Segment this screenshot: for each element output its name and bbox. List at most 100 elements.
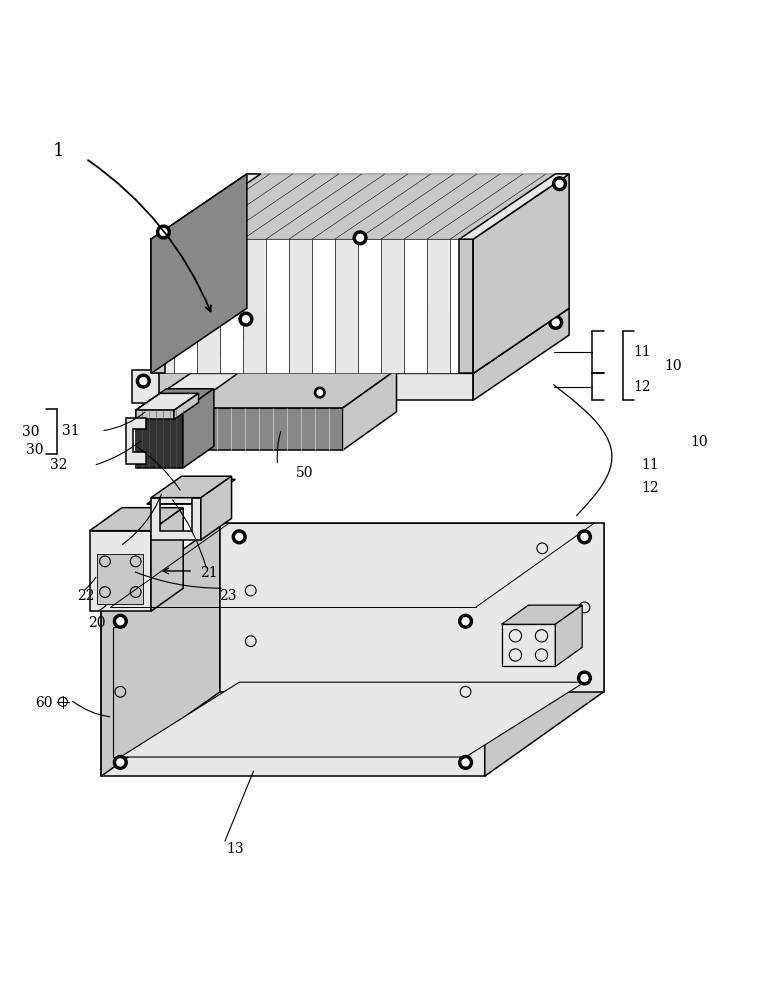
Polygon shape — [151, 174, 247, 373]
Text: 11: 11 — [641, 458, 658, 472]
Polygon shape — [136, 410, 183, 468]
Circle shape — [462, 618, 469, 625]
Polygon shape — [174, 239, 197, 373]
Text: 33: 33 — [112, 558, 129, 572]
Circle shape — [314, 387, 325, 398]
Polygon shape — [189, 408, 343, 450]
Polygon shape — [289, 174, 408, 239]
Polygon shape — [132, 370, 159, 403]
Circle shape — [459, 614, 473, 628]
Circle shape — [459, 755, 473, 769]
Polygon shape — [266, 174, 385, 239]
Circle shape — [581, 533, 588, 540]
Circle shape — [553, 177, 567, 191]
Polygon shape — [220, 523, 604, 692]
Polygon shape — [289, 239, 312, 373]
Polygon shape — [151, 174, 270, 239]
Polygon shape — [151, 308, 569, 373]
Text: 30: 30 — [22, 425, 39, 439]
Polygon shape — [151, 373, 474, 400]
Text: 21: 21 — [199, 566, 217, 580]
Polygon shape — [427, 239, 450, 373]
Circle shape — [462, 759, 469, 766]
Polygon shape — [136, 389, 214, 410]
Polygon shape — [358, 174, 477, 239]
Text: 10: 10 — [664, 359, 681, 373]
Polygon shape — [312, 239, 335, 373]
Text: 10: 10 — [691, 435, 708, 449]
Text: 20: 20 — [89, 616, 106, 630]
Polygon shape — [151, 308, 247, 400]
Polygon shape — [151, 498, 201, 540]
Polygon shape — [101, 607, 485, 776]
Polygon shape — [89, 531, 151, 611]
Polygon shape — [358, 239, 381, 373]
Polygon shape — [151, 239, 165, 373]
Polygon shape — [501, 624, 555, 666]
Polygon shape — [89, 508, 183, 531]
Circle shape — [556, 180, 563, 187]
Polygon shape — [427, 174, 546, 239]
Text: 13: 13 — [226, 842, 244, 856]
Circle shape — [243, 316, 249, 323]
Polygon shape — [381, 239, 404, 373]
Polygon shape — [120, 682, 584, 757]
Polygon shape — [555, 605, 582, 666]
Polygon shape — [404, 239, 427, 373]
Polygon shape — [147, 479, 236, 504]
Polygon shape — [266, 239, 289, 373]
Circle shape — [549, 315, 563, 329]
Text: 22: 22 — [77, 589, 95, 603]
Polygon shape — [450, 174, 569, 239]
Circle shape — [113, 614, 127, 628]
Polygon shape — [501, 605, 582, 624]
Polygon shape — [404, 174, 523, 239]
Circle shape — [317, 390, 323, 395]
Polygon shape — [136, 393, 199, 410]
Polygon shape — [335, 239, 358, 373]
Polygon shape — [485, 523, 604, 776]
Text: 23: 23 — [219, 589, 236, 603]
Circle shape — [156, 225, 170, 239]
Polygon shape — [189, 370, 397, 408]
Circle shape — [136, 374, 150, 388]
Circle shape — [113, 755, 127, 769]
Polygon shape — [220, 174, 339, 239]
Polygon shape — [474, 174, 569, 373]
Polygon shape — [450, 239, 474, 373]
Circle shape — [578, 530, 591, 544]
Polygon shape — [97, 554, 143, 604]
Text: 30: 30 — [25, 443, 43, 457]
Text: 11: 11 — [633, 345, 651, 359]
Polygon shape — [460, 174, 569, 239]
Polygon shape — [174, 393, 199, 419]
Polygon shape — [101, 523, 220, 776]
Polygon shape — [151, 174, 261, 239]
Polygon shape — [197, 239, 220, 373]
Circle shape — [353, 231, 367, 245]
Circle shape — [581, 675, 588, 681]
Circle shape — [117, 759, 124, 766]
Polygon shape — [220, 239, 243, 373]
Circle shape — [578, 671, 591, 685]
Circle shape — [552, 319, 559, 326]
Polygon shape — [243, 239, 266, 373]
Circle shape — [239, 312, 253, 326]
Polygon shape — [151, 476, 232, 498]
Text: 50: 50 — [296, 466, 313, 480]
Polygon shape — [381, 174, 500, 239]
Polygon shape — [197, 174, 316, 239]
Circle shape — [357, 234, 363, 241]
Text: 31: 31 — [62, 424, 79, 438]
Polygon shape — [335, 174, 454, 239]
Text: 60: 60 — [35, 696, 52, 710]
Circle shape — [117, 618, 124, 625]
Text: 40: 40 — [199, 497, 217, 511]
Text: 32: 32 — [50, 458, 68, 472]
Text: 12: 12 — [633, 380, 651, 394]
Circle shape — [233, 530, 246, 544]
Polygon shape — [126, 418, 146, 464]
Polygon shape — [343, 370, 397, 450]
Polygon shape — [243, 174, 362, 239]
Polygon shape — [174, 174, 293, 239]
